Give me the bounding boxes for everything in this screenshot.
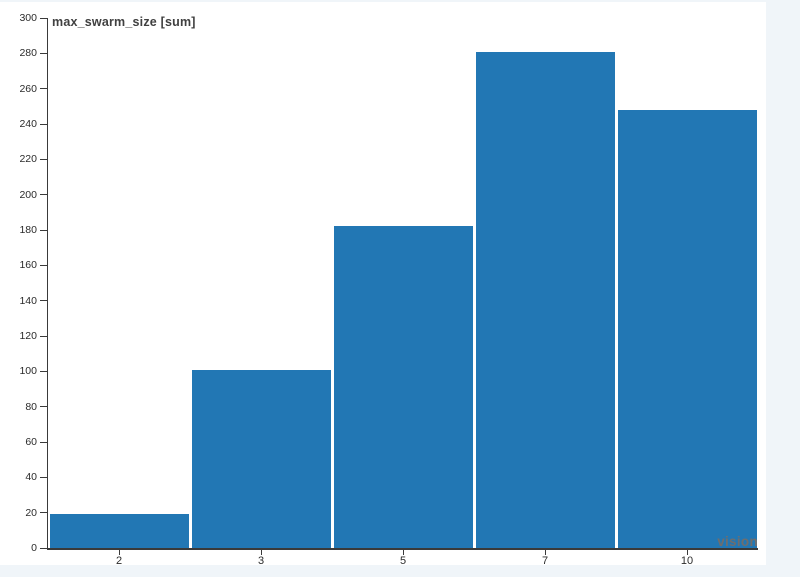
y-axis-tick-label: 100	[19, 365, 37, 378]
x-axis-tick	[402, 550, 404, 555]
x-axis-tick-label: 5	[399, 555, 407, 567]
y-axis-tick-label: 80	[25, 400, 37, 413]
y-axis-tick	[40, 158, 47, 160]
y-axis-tick	[40, 123, 47, 125]
y-axis-tick-label: 220	[19, 153, 37, 166]
y-axis-tick	[40, 512, 47, 514]
y-axis-tick	[40, 406, 47, 408]
bar-7[interactable]	[475, 51, 615, 548]
x-axis-tick	[118, 550, 120, 555]
bar-5[interactable]	[333, 226, 473, 548]
bar-2[interactable]	[49, 514, 189, 548]
y-axis-tick-label: 40	[25, 471, 37, 484]
y-axis-tick	[40, 300, 47, 302]
y-axis-tick-label: 160	[19, 259, 37, 272]
bar-10[interactable]	[617, 109, 757, 548]
y-axis-tick-label: 20	[25, 506, 37, 519]
y-axis-tick-label: 280	[19, 47, 37, 60]
y-axis-tick	[40, 370, 47, 372]
y-axis-tick-label: 120	[19, 330, 37, 342]
y-axis-tick	[40, 194, 47, 196]
y-axis-tick	[40, 441, 47, 443]
x-axis-tick-label: 2	[115, 555, 123, 567]
y-axis-tick	[40, 476, 47, 478]
y-axis-tick-label: 0	[31, 542, 37, 554]
y-axis-tick	[40, 264, 47, 266]
y-axis-tick-label: 200	[19, 188, 37, 201]
y-axis-tick-label: 140	[19, 294, 37, 307]
bar-3[interactable]	[191, 369, 331, 548]
x-axis-tick-label: 3	[257, 555, 265, 567]
y-axis-tick	[40, 335, 47, 337]
x-axis-tick	[260, 550, 262, 555]
y-axis-tick-label: 180	[19, 224, 37, 236]
y-axis-tick	[40, 88, 47, 90]
y-axis-tick-label: 300	[19, 12, 37, 24]
chart-title: max_swarm_size [sum]	[52, 15, 196, 29]
x-axis-tick	[686, 550, 688, 555]
y-axis-tick-label: 60	[25, 436, 37, 448]
x-axis-tick-label: 7	[541, 555, 549, 567]
chart-canvas: max_swarm_size [sum] 0 20 40 60 80 100 120 140 1…	[0, 2, 766, 567]
y-axis-tick	[40, 229, 47, 231]
y-axis-tick-label: 240	[19, 118, 37, 130]
x-axis-tick	[544, 550, 546, 555]
x-axis-tick-label: 10	[680, 555, 694, 567]
y-axis-tick-label: 260	[19, 82, 37, 95]
y-axis-tick	[40, 52, 47, 54]
watermark: vision	[717, 534, 758, 549]
y-axis-tick	[40, 17, 47, 19]
plot-area: 0 20 40 60 80 100 120 140 160 180 200 220 240 260 280 3…	[19, 12, 758, 567]
y-axis-tick	[40, 547, 47, 549]
